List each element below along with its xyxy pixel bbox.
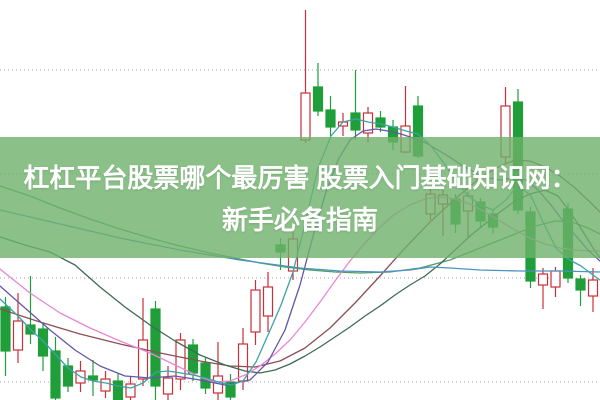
banner-title-line2: 新手必备指南: [221, 205, 378, 235]
title-banner-overlay: 杠杠平台股票哪个最厉害 股票入门基础知识网： 新手必备指南: [0, 137, 600, 258]
banner-title-line1: 杠杠平台股票哪个最厉害 股票入门基础知识网：: [23, 163, 577, 193]
